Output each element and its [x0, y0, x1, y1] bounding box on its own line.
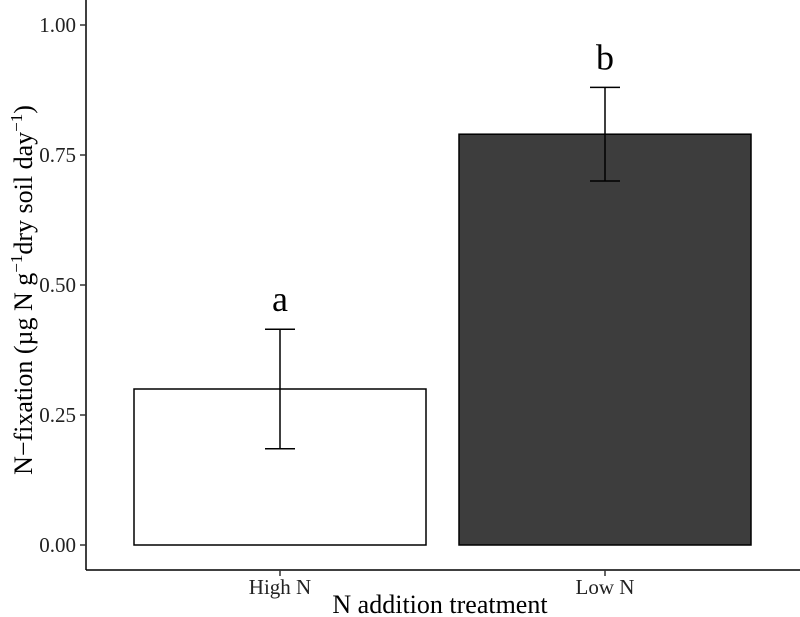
y-axis-ticks: 0.00 0.25 0.50 0.75 1.00	[39, 13, 86, 557]
y-tick-label: 0.75	[39, 143, 76, 167]
y-axis-title-exponent: −1	[7, 255, 26, 273]
y-tick-label: 1.00	[39, 13, 76, 37]
y-tick-label: 0.00	[39, 533, 76, 557]
y-axis-title: N−fixation (µg N g−1dry soil day−1)	[7, 105, 38, 475]
x-axis-title: N addition treatment	[332, 590, 548, 617]
y-tick-label: 0.50	[39, 273, 76, 297]
significance-label: b	[596, 37, 614, 77]
x-tick-label: High N	[249, 575, 311, 599]
significance-label: a	[272, 279, 288, 319]
plot-area: ab	[133, 37, 752, 546]
bar-low-n	[458, 133, 752, 546]
x-tick-label: Low N	[576, 575, 635, 599]
y-tick-label: 0.25	[39, 403, 76, 427]
y-axis-title-main: N−fixation (µg N g	[9, 273, 38, 475]
x-axis-ticks: High N Low N	[249, 570, 635, 599]
y-axis-title-close: )	[9, 105, 38, 114]
y-axis-title-units: dry soil day	[9, 132, 38, 255]
y-axis-title-exponent: −1	[7, 114, 26, 132]
